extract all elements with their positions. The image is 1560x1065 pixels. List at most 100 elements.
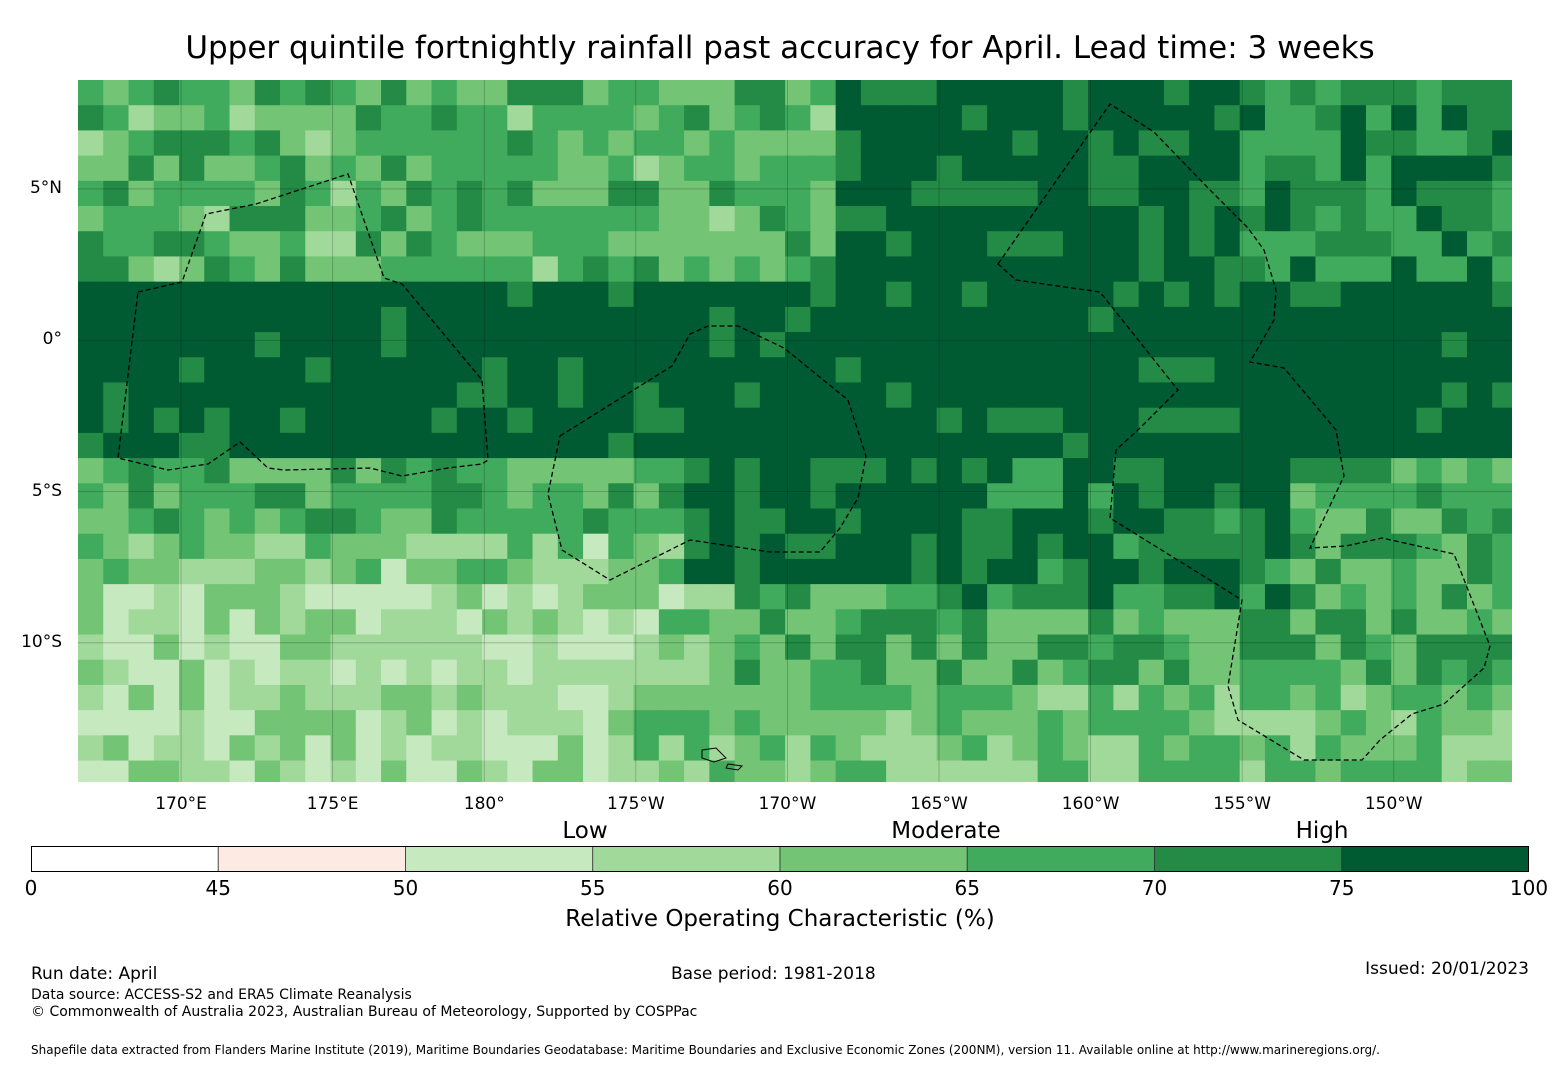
- grid-cell: [1062, 483, 1089, 510]
- grid-cell: [1189, 155, 1216, 182]
- grid-cell: [305, 558, 332, 585]
- grid-cell: [785, 533, 811, 560]
- grid-cell: [1290, 357, 1317, 384]
- grid-cell: [1391, 332, 1418, 358]
- grid-cell: [507, 180, 534, 207]
- grid-cell: [734, 432, 761, 459]
- grid-cell: [1391, 760, 1418, 782]
- grid-cell: [886, 508, 912, 535]
- grid-cell: [936, 735, 963, 762]
- grid-cell: [835, 281, 862, 308]
- grid-cell: [78, 684, 104, 711]
- grid-cell: [608, 760, 635, 782]
- grid-cell: [1088, 382, 1115, 409]
- grid-cell: [381, 634, 407, 661]
- grid-cell: [1062, 281, 1089, 308]
- grid-cell: [1416, 155, 1443, 182]
- grid-cell: [1239, 735, 1266, 762]
- grid-cell: [961, 533, 988, 560]
- grid-cell: [406, 634, 433, 661]
- grid-cell: [886, 206, 912, 232]
- grid-cell: [153, 508, 180, 535]
- grid-cell: [1189, 231, 1216, 258]
- grid-cell: [1138, 684, 1165, 711]
- longitude-label: 175°E: [306, 794, 359, 814]
- grid-cell: [1416, 407, 1443, 434]
- rainfall-accuracy-map: [78, 80, 1512, 782]
- grid-cell: [1466, 155, 1493, 182]
- grid-cell: [734, 533, 761, 560]
- grid-cell: [406, 382, 433, 409]
- grid-cell: [1441, 483, 1468, 510]
- longitude-label: 175°W: [606, 794, 665, 814]
- grid-cell: [557, 130, 584, 157]
- grid-cell: [759, 735, 786, 762]
- grid-cell: [128, 483, 155, 510]
- grid-cell: [1088, 357, 1115, 384]
- grid-cell: [1391, 432, 1418, 459]
- grid-cell: [179, 332, 205, 358]
- grid-cell: [961, 256, 988, 283]
- grid-cell: [810, 432, 837, 459]
- grid-cell: [1264, 508, 1291, 535]
- grid-cell: [1315, 105, 1342, 132]
- grid-cell: [684, 483, 710, 510]
- grid-cell: [1239, 483, 1266, 510]
- grid-cell: [1466, 533, 1493, 560]
- grid-cell: [1340, 684, 1367, 711]
- grid-cell: [153, 332, 180, 358]
- grid-cell: [886, 306, 912, 333]
- grid-cell: [330, 533, 357, 560]
- grid-cell: [406, 357, 433, 384]
- grid-cell: [835, 684, 862, 711]
- grid-cell: [1492, 407, 1512, 434]
- grid-cell: [785, 584, 811, 610]
- grid-cell: [1416, 710, 1443, 736]
- grid-cell: [103, 80, 130, 106]
- grid-cell: [1113, 180, 1140, 207]
- grid-cell: [911, 180, 938, 207]
- grid-cell: [179, 760, 205, 782]
- grid-cell: [431, 306, 458, 333]
- grid-cell: [128, 281, 155, 308]
- grid-cell: [355, 483, 382, 510]
- grid-cell: [1239, 105, 1266, 132]
- grid-cell: [381, 609, 407, 636]
- grid-cell: [886, 357, 912, 384]
- grid-cell: [280, 306, 306, 333]
- grid-cell: [1391, 458, 1418, 484]
- grid-cell: [860, 130, 887, 157]
- grid-cell: [608, 306, 635, 333]
- grid-cell: [280, 80, 306, 106]
- grid-cell: [633, 558, 660, 585]
- grid-cell: [431, 155, 458, 182]
- grid-cell: [759, 357, 786, 384]
- grid-cell: [608, 508, 635, 535]
- grid-cell: [860, 256, 887, 283]
- grid-cell: [254, 710, 281, 736]
- grid-cell: [886, 407, 912, 434]
- grid-cell: [734, 609, 761, 636]
- grid-cell: [1290, 735, 1317, 762]
- grid-cell: [456, 231, 483, 258]
- grid-cell: [1466, 432, 1493, 459]
- grid-cell: [785, 760, 811, 782]
- grid-cell: [1012, 609, 1039, 636]
- grid-cell: [482, 558, 508, 585]
- grid-cell: [1138, 180, 1165, 207]
- grid-cell: [254, 80, 281, 106]
- grid-cell: [961, 281, 988, 308]
- grid-cell: [961, 306, 988, 333]
- grid-cell: [330, 306, 357, 333]
- grid-cell: [1214, 180, 1241, 207]
- grid-cell: [886, 382, 912, 409]
- grid-cell: [1441, 634, 1468, 661]
- grid-cell: [1113, 155, 1140, 182]
- grid-cell: [305, 332, 332, 358]
- grid-cell: [1214, 508, 1241, 535]
- grid-cell: [785, 206, 811, 232]
- grid-cell: [1113, 508, 1140, 535]
- grid-cell: [759, 760, 786, 782]
- grid-cell: [153, 407, 180, 434]
- grid-cell: [482, 760, 508, 782]
